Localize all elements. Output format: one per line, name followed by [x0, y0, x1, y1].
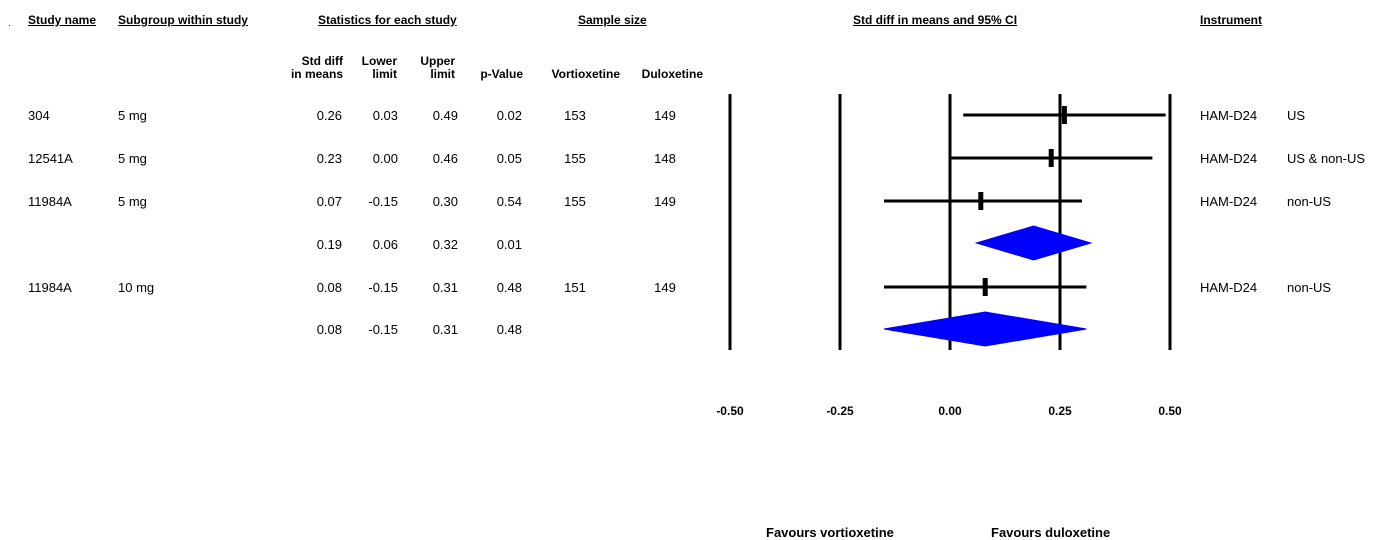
cell-subgroup: 5 mg [118, 194, 147, 209]
cell-vortioxetine: 151 [564, 280, 586, 295]
cell-subgroup: 5 mg [118, 108, 147, 123]
cell-std-diff: 0.08 [316, 280, 342, 295]
subheader-upper-line2: limit [430, 67, 455, 81]
header-sample-size: Sample size [578, 13, 647, 27]
x-tick-label: 0.00 [938, 404, 962, 418]
cell-upper: 0.30 [432, 194, 458, 209]
summary-diamond [974, 225, 1093, 261]
cell-std-diff: 0.23 [316, 151, 342, 166]
subheader-std-diff: Std diff in means [270, 55, 343, 81]
cell-duloxetine: 149 [654, 280, 676, 295]
label-favours-vortioxetine: Favours vortioxetine [766, 525, 894, 540]
cell-upper: 0.49 [432, 108, 458, 123]
cell-subgroup: 5 mg [118, 151, 147, 166]
cell-instrument: HAM-D24 [1200, 151, 1258, 166]
cell-upper: 0.31 [432, 280, 458, 295]
subheader-lower-line1: Lower [361, 54, 397, 68]
cell-lower: 0.03 [372, 108, 398, 123]
cell-pvalue: 0.48 [496, 322, 522, 337]
cell-lower: -0.15 [368, 322, 398, 337]
cell-vortioxetine: 153 [564, 108, 586, 123]
x-tick-label: -0.50 [716, 404, 744, 418]
cell-lower: 0.06 [372, 237, 398, 252]
x-tick-label: 0.50 [1158, 404, 1182, 418]
cell-subgroup: 10 mg [118, 280, 155, 295]
x-tick-label: -0.25 [826, 404, 854, 418]
cell-pvalue: 0.05 [496, 151, 522, 166]
stray-dot: . [8, 18, 11, 29]
cell-region: US & non-US [1287, 151, 1366, 166]
cell-region: US [1287, 108, 1306, 123]
header-study-name: Study name [28, 13, 97, 27]
subheader-upper-line1: Upper [420, 54, 455, 68]
header-instrument: Instrument [1200, 13, 1263, 27]
header-statistics: Statistics for each study [318, 13, 457, 27]
point-estimate [1048, 149, 1054, 167]
cell-duloxetine: 149 [654, 108, 676, 123]
cell-upper: 0.32 [432, 237, 458, 252]
cell-pvalue: 0.02 [496, 108, 522, 123]
cell-std-diff: 0.08 [316, 322, 342, 337]
cell-instrument: HAM-D24 [1200, 280, 1258, 295]
cell-study: 11984A [28, 280, 72, 295]
cell-instrument: HAM-D24 [1200, 108, 1258, 123]
cell-pvalue: 0.48 [496, 280, 522, 295]
cell-duloxetine: 148 [654, 151, 676, 166]
point-estimate [982, 278, 988, 296]
subheader-lower-line2: limit [372, 67, 397, 81]
cell-lower: -0.15 [368, 194, 398, 209]
cell-lower: -0.15 [368, 280, 398, 295]
point-estimate [978, 192, 984, 210]
cell-study: 12541A [28, 151, 73, 166]
cell-region: non-US [1287, 194, 1332, 209]
subheader-std-diff-line2: in means [290, 67, 343, 81]
label-favours-duloxetine: Favours duloxetine [991, 525, 1111, 540]
x-tick-label: 0.25 [1048, 404, 1072, 418]
subheader-lower: Lower limit [345, 55, 397, 81]
cell-std-diff: 0.26 [316, 108, 342, 123]
cell-lower: 0.00 [372, 151, 398, 166]
cell-duloxetine: 149 [654, 194, 676, 209]
cell-upper: 0.31 [432, 322, 458, 337]
summary-diamond [883, 311, 1087, 347]
cell-pvalue: 0.01 [496, 237, 522, 252]
cell-region: non-US [1287, 280, 1332, 295]
cell-pvalue: 0.54 [496, 194, 522, 209]
cell-std-diff: 0.07 [316, 194, 342, 209]
cell-upper: 0.46 [432, 151, 458, 166]
cell-instrument: HAM-D24 [1200, 194, 1258, 209]
point-estimate [1061, 106, 1067, 124]
header-ci-title: Std diff in means and 95% CI [853, 13, 1018, 27]
subheader-std-diff-line1: Std diff [301, 54, 343, 68]
cell-vortioxetine: 155 [564, 151, 586, 166]
cell-vortioxetine: 155 [564, 194, 586, 209]
subheader-vortioxetine: Vortioxetine [551, 67, 620, 81]
subheader-upper: Upper limit [405, 55, 455, 81]
cell-study: 304 [28, 108, 50, 123]
cell-study: 11984A [28, 194, 72, 209]
subheader-pvalue: p-Value [480, 67, 523, 81]
header-subgroup: Subgroup within study [118, 13, 248, 27]
cell-std-diff: 0.19 [316, 237, 342, 252]
subheader-duloxetine: Duloxetine [641, 67, 703, 81]
